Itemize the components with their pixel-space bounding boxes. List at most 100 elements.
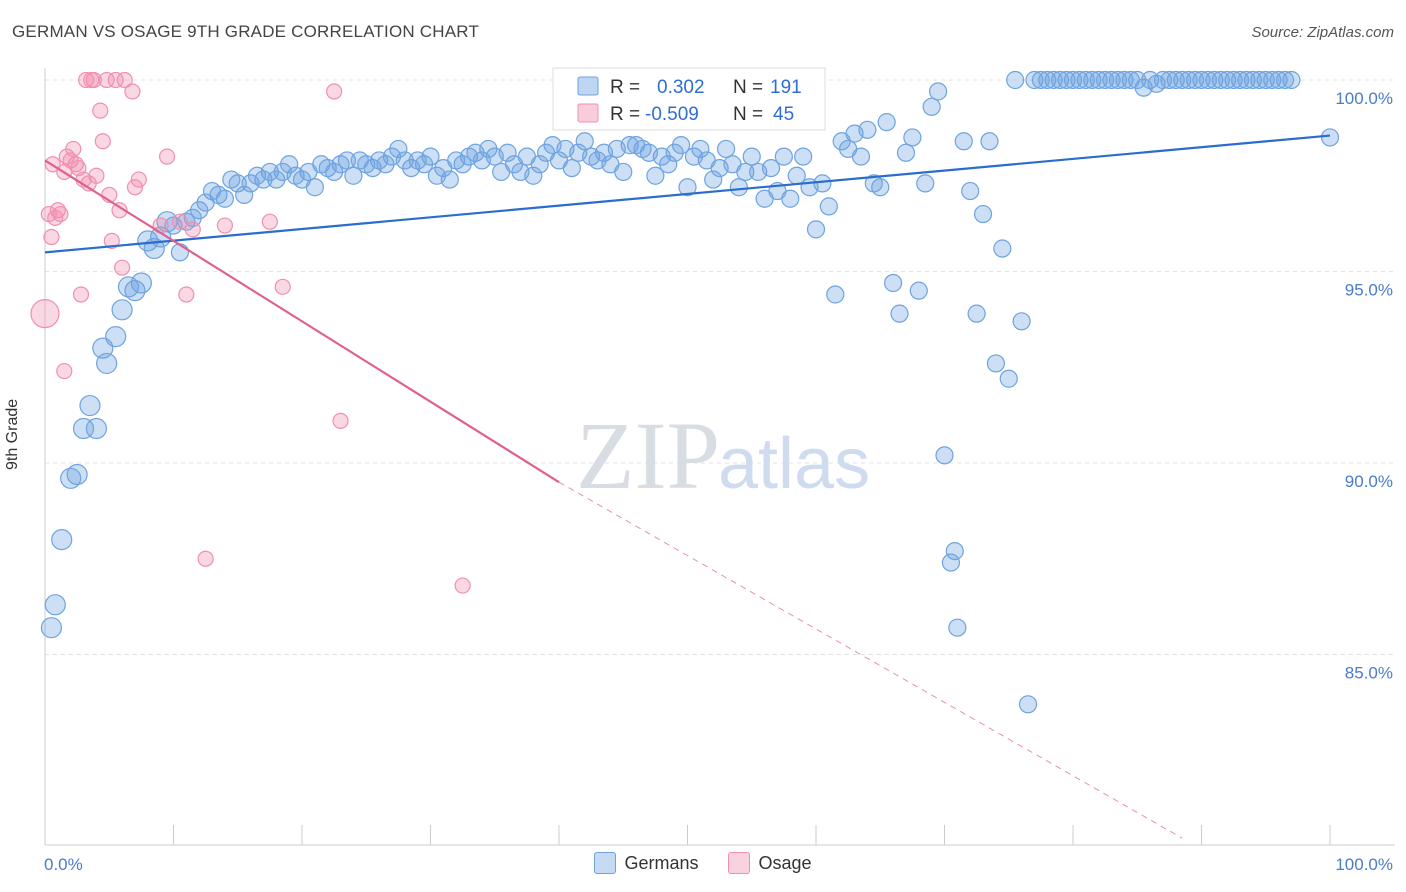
point-germans-126 bbox=[851, 147, 871, 166]
point-germans-59 bbox=[421, 147, 440, 166]
point-osage-41 bbox=[326, 83, 343, 100]
point-germans-141 bbox=[948, 618, 967, 637]
data-points bbox=[30, 70, 1340, 714]
legend-n-label-osage: N = bbox=[733, 104, 763, 125]
point-germans-108 bbox=[736, 162, 755, 182]
point-germans-117 bbox=[794, 147, 813, 166]
trend-line-osage-extrapolated bbox=[558, 481, 1183, 839]
point-germans-10 bbox=[105, 326, 127, 348]
point-germans-160 bbox=[1070, 70, 1089, 90]
legend-r-label-germans: R = bbox=[610, 77, 640, 98]
point-germans-182 bbox=[1211, 70, 1230, 90]
point-germans-122 bbox=[826, 285, 845, 304]
legend-r-value-osage: -0.509 bbox=[645, 104, 699, 125]
point-germans-152 bbox=[1018, 695, 1038, 714]
point-germans-181 bbox=[1205, 70, 1224, 90]
point-germans-27 bbox=[215, 189, 234, 208]
point-germans-194 bbox=[1320, 128, 1340, 147]
point-germans-107 bbox=[729, 178, 749, 197]
source-label: Source: ZipAtlas.com bbox=[1251, 24, 1394, 41]
point-germans-6 bbox=[79, 394, 101, 417]
point-germans-41 bbox=[305, 178, 324, 197]
point-osage-21 bbox=[94, 133, 111, 150]
point-germans-71 bbox=[498, 143, 517, 162]
point-germans-14 bbox=[130, 272, 152, 294]
point-osage-44 bbox=[56, 362, 73, 380]
point-germans-11 bbox=[111, 299, 133, 321]
legend-r-label-osage: R = bbox=[610, 104, 640, 125]
point-germans-9 bbox=[96, 352, 118, 375]
y-tick-label-2: 90.0% bbox=[1345, 472, 1393, 491]
y-tick-label-3: 85.0% bbox=[1345, 664, 1393, 683]
point-osage-34 bbox=[171, 213, 189, 230]
legend-marker-germans bbox=[594, 852, 617, 874]
point-germans-76 bbox=[530, 155, 549, 174]
point-germans-136 bbox=[916, 174, 935, 193]
legend-item-osage: Osage bbox=[728, 852, 812, 874]
point-germans-180 bbox=[1198, 70, 1218, 90]
legend-n-value-osage: 45 bbox=[773, 104, 794, 125]
legend-n-label-germans: N = bbox=[733, 77, 763, 98]
trend-lines bbox=[44, 134, 1331, 839]
point-germans-190 bbox=[1263, 70, 1282, 90]
legend-n-value-germans: 191 bbox=[770, 77, 802, 98]
point-germans-81 bbox=[562, 158, 581, 178]
point-germans-120 bbox=[813, 174, 832, 193]
watermark-atlas: atlas bbox=[718, 424, 870, 504]
point-germans-179 bbox=[1192, 70, 1211, 90]
point-germans-62 bbox=[440, 170, 459, 189]
point-germans-177 bbox=[1179, 70, 1198, 90]
point-germans-20 bbox=[170, 243, 190, 262]
series-legend: Germans Osage bbox=[0, 852, 1406, 874]
point-osage-37 bbox=[197, 550, 214, 567]
point-osage-28 bbox=[116, 71, 133, 89]
legend-label-osage: Osage bbox=[758, 852, 812, 873]
point-germans-112 bbox=[761, 158, 781, 178]
point-germans-98 bbox=[671, 136, 691, 155]
point-germans-178 bbox=[1185, 70, 1205, 90]
point-germans-161 bbox=[1076, 70, 1095, 90]
point-germans-183 bbox=[1218, 70, 1237, 90]
point-germans-30 bbox=[235, 185, 254, 204]
point-osage-13 bbox=[72, 286, 90, 303]
point-germans-187 bbox=[1243, 70, 1263, 90]
point-osage-19 bbox=[88, 167, 105, 184]
point-germans-167 bbox=[1115, 70, 1134, 90]
point-germans-165 bbox=[1102, 70, 1121, 90]
legend-marker-osage bbox=[728, 852, 751, 874]
point-germans-156 bbox=[1044, 70, 1063, 90]
point-germans-137 bbox=[922, 97, 941, 116]
point-germans-144 bbox=[967, 304, 986, 323]
point-osage-0 bbox=[30, 299, 60, 329]
trend-line-osage bbox=[44, 159, 560, 484]
point-germans-175 bbox=[1166, 70, 1185, 90]
point-osage-30 bbox=[126, 179, 144, 196]
point-germans-130 bbox=[877, 113, 896, 132]
point-germans-94 bbox=[646, 166, 665, 185]
point-germans-0 bbox=[40, 617, 63, 639]
point-germans-46 bbox=[337, 151, 357, 170]
point-germans-142 bbox=[954, 132, 973, 151]
legend-swatch-osage bbox=[577, 103, 599, 123]
point-germans-195 bbox=[945, 541, 964, 561]
legend-swatch-germans bbox=[577, 76, 599, 96]
legend-item-germans: Germans bbox=[594, 852, 698, 874]
point-osage-29 bbox=[124, 83, 141, 100]
point-germans-4 bbox=[66, 463, 88, 486]
point-germans-135 bbox=[909, 281, 928, 300]
point-germans-5 bbox=[72, 417, 95, 440]
trend-line-germans bbox=[44, 134, 1331, 254]
point-osage-6 bbox=[52, 205, 69, 223]
point-germans-119 bbox=[806, 220, 826, 239]
point-germans-174 bbox=[1160, 70, 1179, 90]
point-germans-191 bbox=[1269, 70, 1288, 90]
point-germans-134 bbox=[903, 128, 922, 147]
point-germans-185 bbox=[1230, 70, 1250, 90]
point-germans-75 bbox=[524, 166, 543, 185]
point-germans-132 bbox=[890, 304, 909, 323]
point-osage-40 bbox=[274, 278, 291, 295]
point-osage-36 bbox=[184, 221, 201, 238]
point-germans-3 bbox=[60, 467, 82, 489]
point-osage-24 bbox=[103, 232, 120, 249]
